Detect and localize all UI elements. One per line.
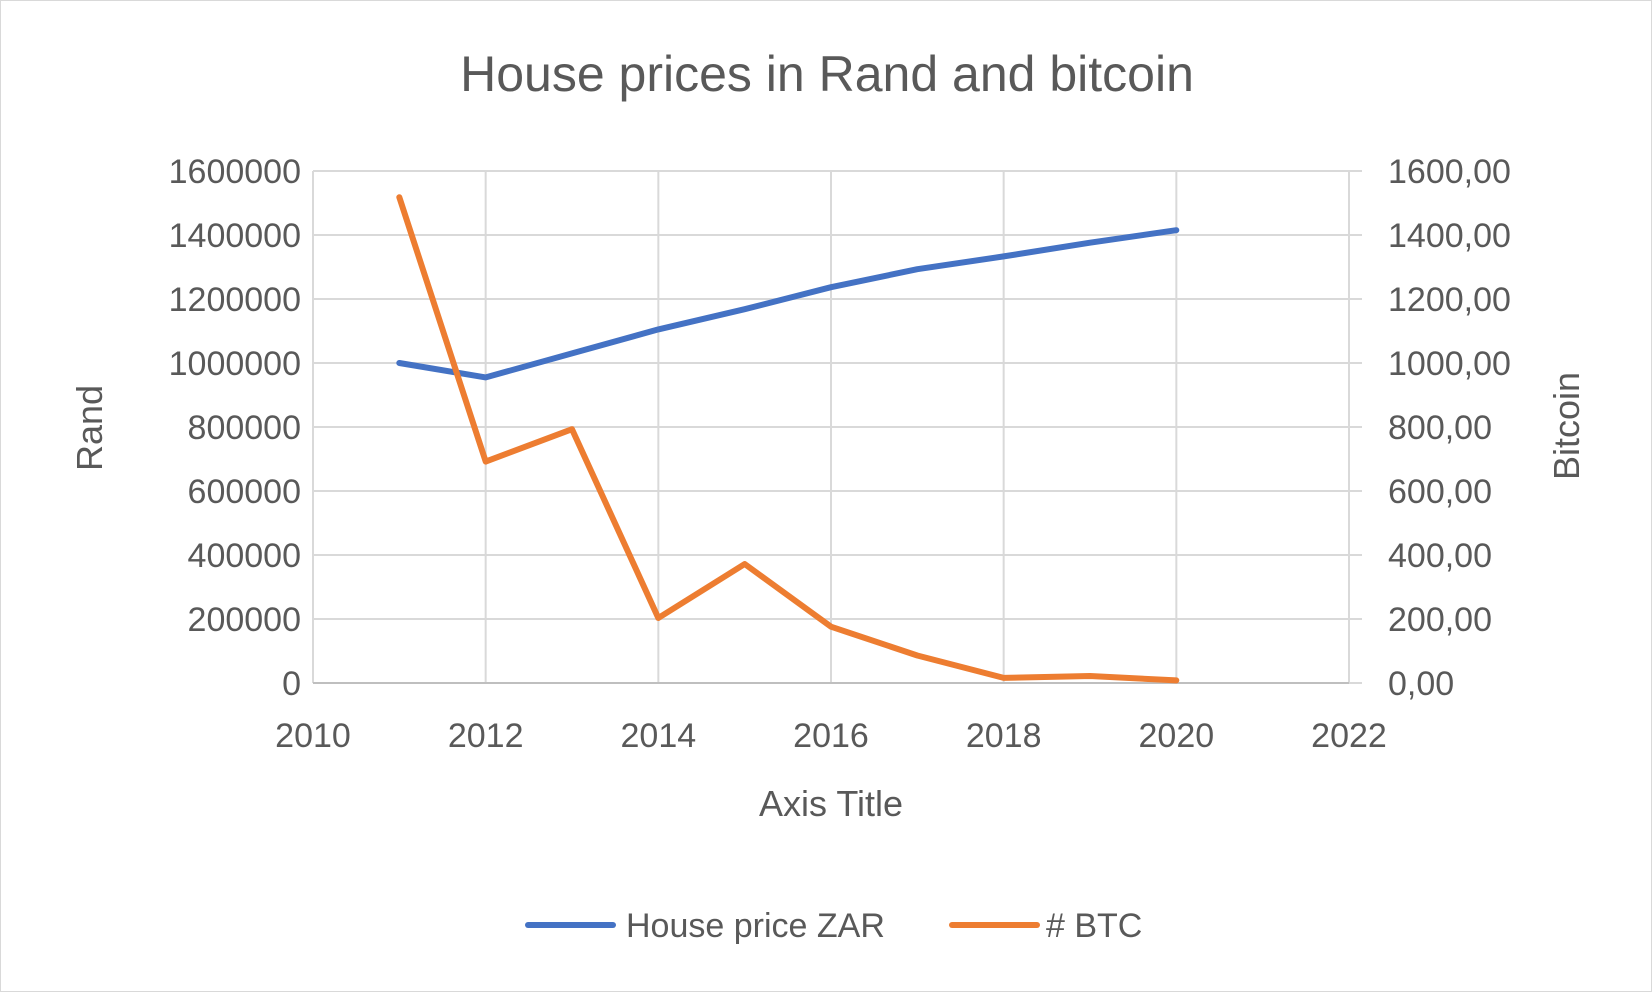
y-tick-label: 400000: [188, 537, 301, 575]
y-tick-label: 1000000: [169, 345, 301, 383]
y2-tick-label: 400,00: [1388, 537, 1492, 575]
legend-label-btc: # BTC: [1046, 907, 1142, 945]
x-axis-label: Axis Title: [759, 783, 903, 824]
y-tick-label: 1200000: [169, 281, 301, 319]
y2-tick-label: 800,00: [1388, 409, 1492, 447]
x-tick-label: 2012: [448, 717, 524, 755]
legend: House price ZAR # BTC: [525, 907, 1142, 945]
y-tick-label: 600000: [188, 473, 301, 511]
legend-label-house-price: House price ZAR: [626, 907, 885, 945]
x-tick-label: 2010: [275, 717, 351, 755]
y-tick-label: 800000: [188, 409, 301, 447]
plot-area: [396, 194, 1180, 684]
y2-tick-label: 1400,00: [1388, 217, 1511, 255]
gridlines: [312, 170, 1362, 684]
y-axis-label: Rand: [69, 385, 110, 471]
y-tick-label: 1600000: [169, 153, 301, 191]
y2-axis-label: Bitcoin: [1546, 372, 1587, 480]
y2-tick-label: 1000,00: [1388, 345, 1511, 383]
series-line-1: [396, 194, 1180, 684]
y2-tick-label: 1600,00: [1388, 153, 1511, 191]
y-tick-label: 0: [282, 665, 301, 703]
x-tick-label: 2016: [793, 717, 869, 755]
tick-labels: 0 200000 400000 600000 800000 1000000 1200000 1…: [169, 153, 1511, 755]
y-tick-label: 1400000: [169, 217, 301, 255]
y-tick-label: 200000: [188, 601, 301, 639]
x-tick-label: 2022: [1311, 717, 1387, 755]
y2-tick-label: 0,00: [1388, 665, 1454, 703]
x-tick-label: 2014: [621, 717, 697, 755]
y2-tick-label: 1200,00: [1388, 281, 1511, 319]
chart-title: House prices in Rand and bitcoin: [460, 46, 1194, 102]
series-line-0: [396, 227, 1180, 381]
y2-tick-label: 600,00: [1388, 473, 1492, 511]
x-tick-label: 2018: [966, 717, 1042, 755]
x-tick-label: 2020: [1139, 717, 1215, 755]
y2-tick-label: 200,00: [1388, 601, 1492, 639]
